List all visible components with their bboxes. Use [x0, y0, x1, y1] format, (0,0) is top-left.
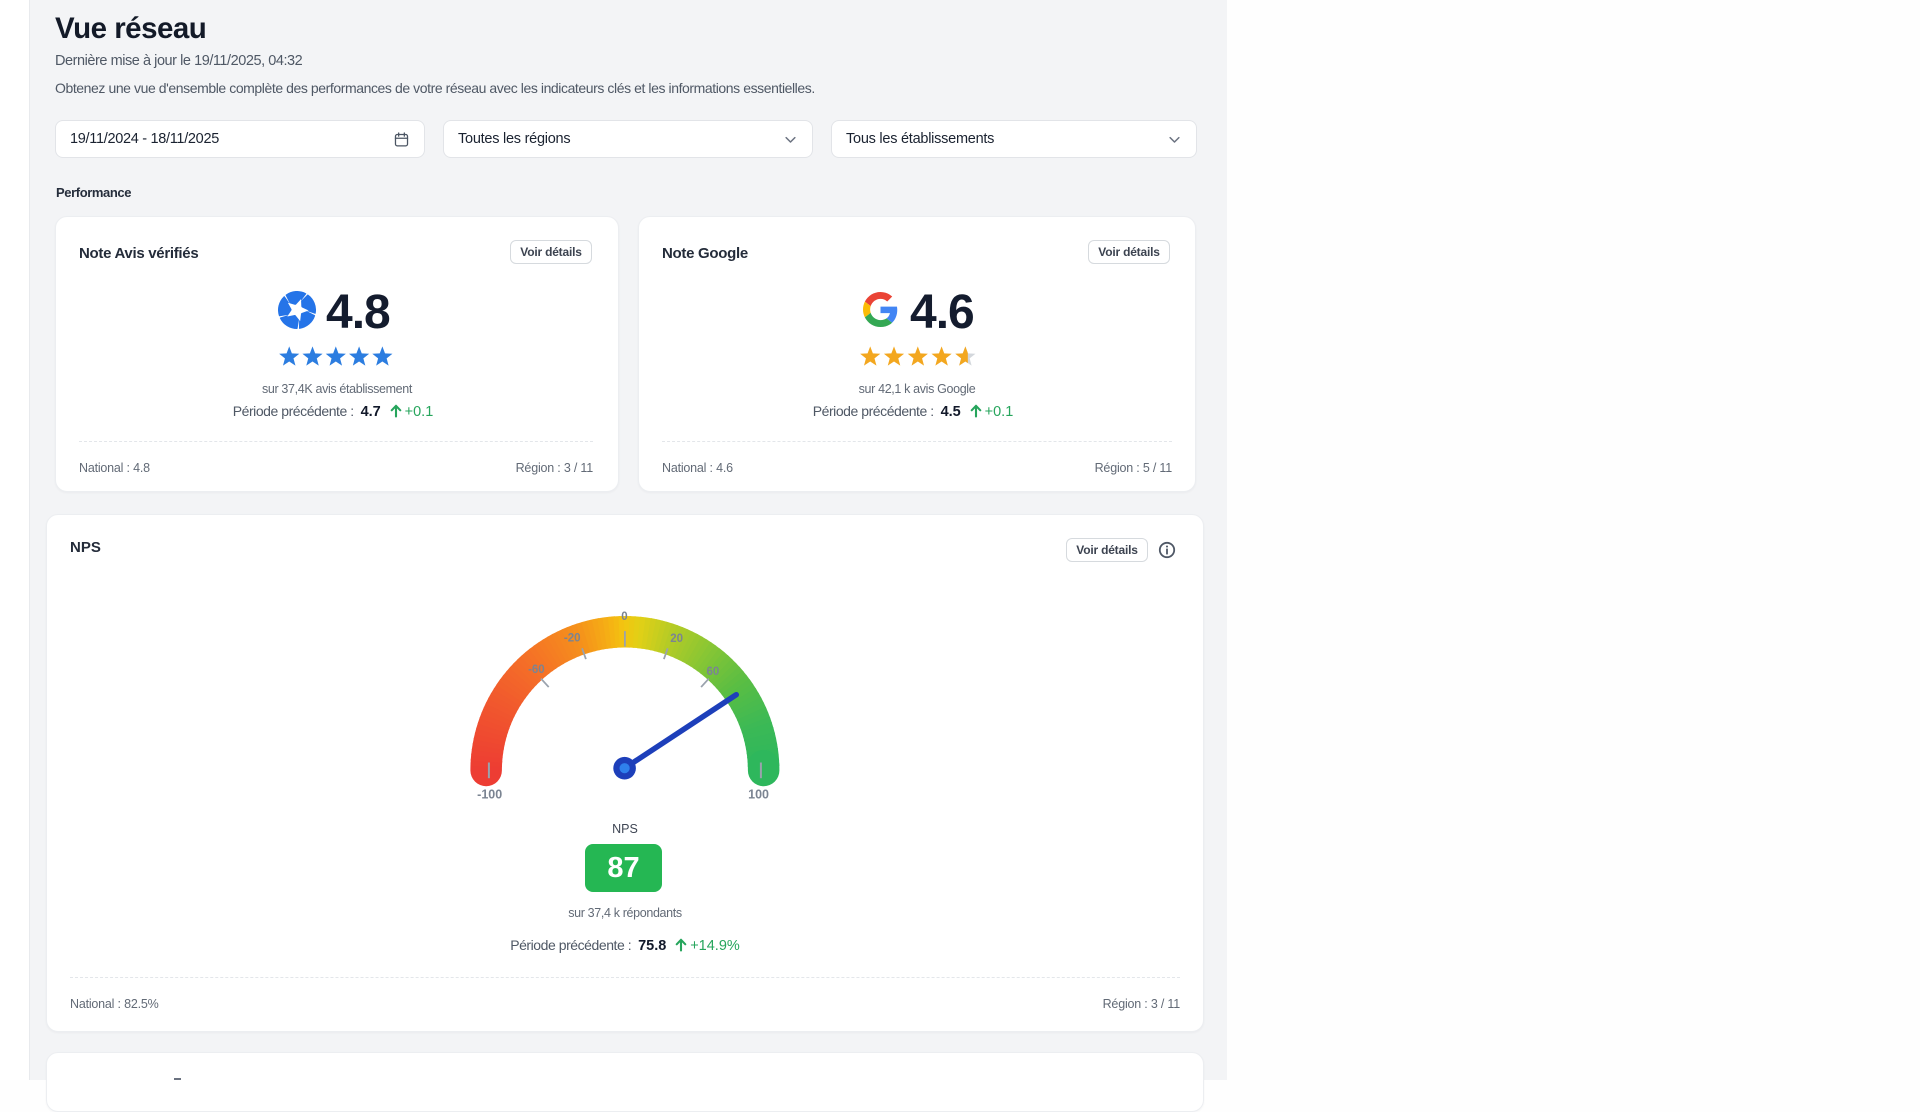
- svg-text:0: 0: [621, 611, 627, 623]
- svg-text:-60: -60: [528, 664, 545, 676]
- svg-text:-100: -100: [477, 788, 502, 802]
- svg-text:20: 20: [670, 633, 683, 645]
- svg-text:60: 60: [707, 666, 720, 678]
- svg-text:-20: -20: [564, 632, 581, 644]
- svg-text:100: 100: [748, 788, 769, 802]
